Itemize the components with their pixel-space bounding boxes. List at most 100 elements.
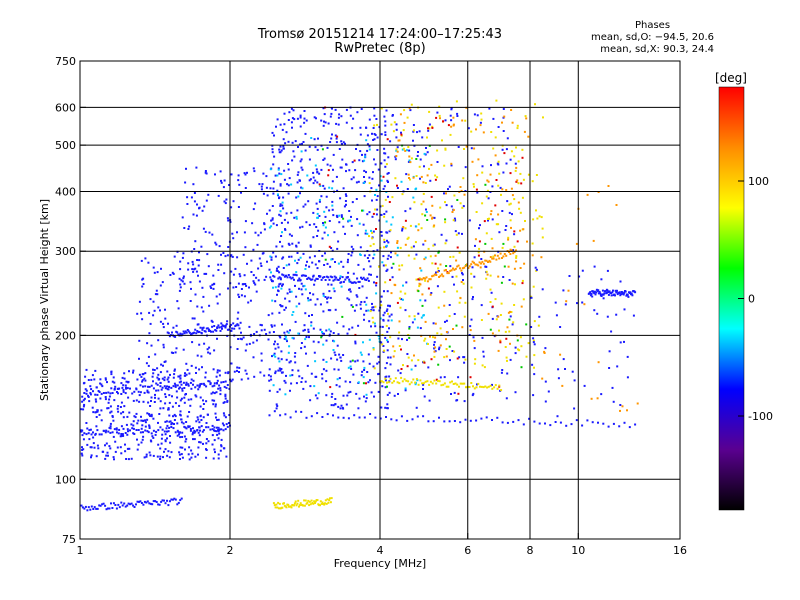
- scatter-point: [313, 116, 316, 119]
- scatter-point: [293, 355, 296, 358]
- scatter-point: [154, 353, 157, 356]
- scatter-point: [508, 318, 511, 321]
- scatter-point: [197, 323, 200, 326]
- scatter-point: [192, 379, 195, 382]
- scatter-point: [104, 457, 107, 460]
- scatter-point: [370, 229, 372, 232]
- scatter-point: [271, 312, 274, 315]
- scatter-point: [287, 331, 290, 334]
- scatter-point: [183, 227, 186, 229]
- scatter-point: [303, 504, 306, 507]
- scatter-point: [470, 263, 473, 266]
- scatter-point: [212, 330, 215, 333]
- scatter-point: [178, 453, 181, 456]
- scatter-point: [450, 162, 453, 165]
- scatter-point: [187, 453, 190, 456]
- scatter-point: [447, 272, 450, 275]
- scatter-point: [318, 215, 321, 217]
- scatter-point: [290, 107, 293, 110]
- scatter-point: [353, 159, 356, 162]
- scatter-point: [162, 456, 164, 459]
- scatter-point: [152, 429, 155, 432]
- scatter-point: [310, 321, 313, 324]
- scatter-point: [217, 194, 220, 197]
- scatter-point: [220, 381, 223, 384]
- scatter-point: [179, 286, 182, 289]
- scatter-point: [417, 223, 420, 226]
- scatter-point: [395, 148, 398, 151]
- scatter-point: [329, 330, 332, 333]
- scatter-point: [205, 426, 208, 429]
- scatter-point: [316, 235, 319, 237]
- scatter-point: [119, 446, 122, 449]
- scatter-point: [277, 501, 280, 504]
- scatter-point: [275, 403, 278, 406]
- scatter-point: [326, 146, 329, 149]
- scatter-point: [299, 114, 302, 117]
- scatter-point: [387, 156, 390, 159]
- scatter-point: [230, 362, 233, 365]
- scatter-point: [505, 225, 508, 227]
- scatter-point: [194, 328, 197, 331]
- scatter-point: [386, 308, 389, 311]
- scatter-point: [273, 343, 276, 346]
- scatter-point: [155, 389, 158, 392]
- scatter-point: [135, 388, 138, 391]
- scatter-point: [505, 162, 508, 165]
- scatter-point: [142, 419, 145, 422]
- scatter-point: [308, 500, 311, 503]
- scatter-point: [178, 433, 180, 436]
- scatter-point: [326, 163, 329, 166]
- scatter-point: [198, 386, 201, 389]
- scatter-point: [357, 324, 360, 327]
- scatter-point: [336, 278, 339, 281]
- scatter-point: [108, 395, 111, 398]
- scatter-point: [283, 331, 286, 334]
- scatter-point: [349, 381, 352, 384]
- scatter-point: [618, 425, 621, 428]
- scatter-point: [343, 205, 346, 208]
- scatter-point: [461, 206, 464, 209]
- scatter-point: [211, 428, 214, 431]
- scatter-point: [611, 386, 614, 389]
- scatter-point: [278, 213, 281, 216]
- scatter-point: [362, 341, 364, 344]
- scatter-point: [475, 263, 478, 266]
- scatter-point: [135, 503, 137, 506]
- scatter-point: [389, 229, 392, 232]
- scatter-point: [324, 215, 327, 218]
- scatter-point: [144, 421, 147, 424]
- scatter-point: [194, 293, 197, 296]
- scatter-point: [366, 149, 369, 152]
- scatter-point: [171, 405, 174, 408]
- scatter-point: [491, 387, 494, 390]
- scatter-point: [83, 397, 86, 400]
- scatter-point: [583, 384, 586, 387]
- scatter-point: [532, 339, 535, 342]
- scatter-point: [327, 234, 329, 237]
- scatter-point: [336, 344, 339, 347]
- scatter-point: [501, 188, 504, 191]
- scatter-point: [169, 274, 172, 276]
- scatter-point: [106, 451, 109, 454]
- scatter-point: [513, 245, 516, 248]
- scatter-point: [534, 266, 537, 269]
- scatter-point: [338, 214, 341, 217]
- scatter-point: [316, 412, 319, 415]
- scatter-point: [157, 429, 160, 432]
- scatter-point: [397, 139, 400, 142]
- scatter-point: [268, 389, 271, 392]
- scatter-point: [274, 255, 277, 258]
- scatter-point: [100, 419, 103, 422]
- scatter-point: [384, 367, 387, 370]
- scatter-point: [130, 502, 133, 505]
- scatter-point: [192, 427, 194, 430]
- scatter-point: [120, 452, 123, 455]
- x-axis: 1 2 4 6 8 10 16: [77, 533, 687, 557]
- scatter-point: [205, 456, 208, 459]
- scatter-point: [111, 415, 114, 417]
- scatter-point: [310, 278, 313, 281]
- scatter-point: [368, 338, 371, 341]
- scatter-point: [403, 378, 406, 381]
- scatter-point: [125, 380, 128, 383]
